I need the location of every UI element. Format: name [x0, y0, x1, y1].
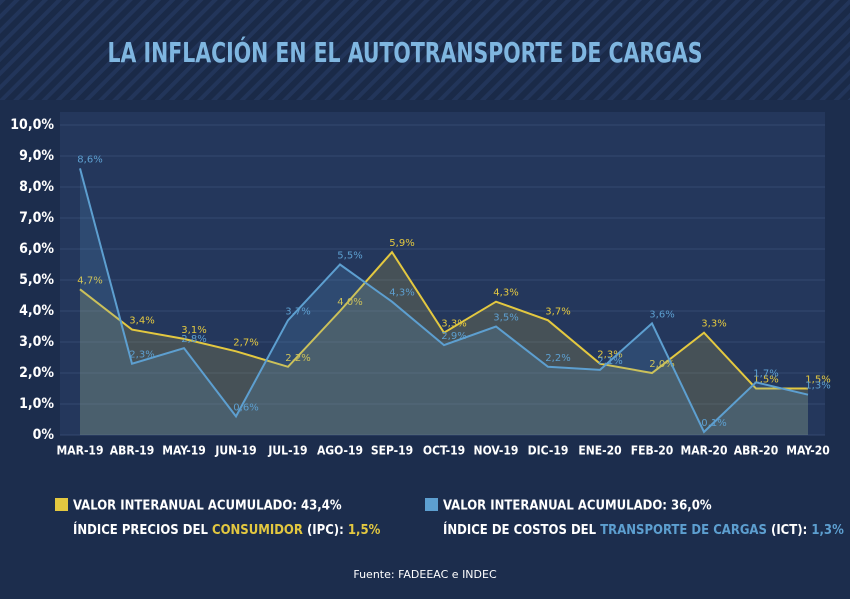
data-label: 1,5%	[753, 375, 778, 386]
y-tick-label: 2,0%	[19, 365, 54, 381]
data-label: 1,5%	[805, 375, 830, 386]
header-band	[0, 0, 850, 100]
data-label: 4,0%	[337, 297, 362, 308]
x-tick-label: ABR-20	[734, 444, 778, 458]
data-label: 2,2%	[285, 353, 310, 364]
data-label: 5,9%	[389, 238, 414, 249]
data-label: 8,6%	[77, 154, 102, 165]
data-label: 3,5%	[493, 313, 518, 324]
data-label: 3,1%	[181, 325, 206, 336]
y-tick-label: 0%	[33, 427, 55, 443]
legend-description: ÍNDICE DE COSTOS DEL TRANSPORTE DE CARGA…	[443, 522, 844, 538]
legend-description-part: 1,5%	[348, 523, 381, 538]
y-tick-label: 5,0%	[19, 272, 54, 288]
x-tick-label: AGO-19	[317, 444, 363, 458]
x-tick-label: FEB-20	[631, 444, 674, 458]
x-tick-label: MAR-20	[681, 444, 728, 458]
data-label: 3,7%	[285, 306, 310, 317]
x-tick-label: ENE-20	[578, 444, 621, 458]
data-label: 2,1%	[597, 356, 622, 367]
legend-description-part: (ICT):	[767, 523, 811, 538]
x-tick-label: MAY-20	[786, 444, 830, 458]
data-label: 4,3%	[493, 288, 518, 299]
source: Fuente: FADEEAC e INDEC	[353, 568, 497, 581]
data-label: 2,0%	[649, 359, 674, 370]
y-tick-label: 9,0%	[19, 148, 54, 164]
data-label: 1,3%	[805, 381, 830, 392]
line	[79, 168, 809, 434]
data-label: 0,1%	[701, 418, 726, 429]
data-label: 0,6%	[233, 402, 258, 413]
area	[80, 252, 808, 435]
y-tick-label: 3,0%	[19, 334, 54, 350]
legend-label: VALOR INTERANUAL ACUMULADO: 43,4%	[73, 499, 342, 514]
legend-swatch	[55, 498, 68, 511]
y-tick-label: 7,0%	[19, 210, 54, 226]
y-tick-label: 10,0%	[10, 117, 54, 133]
data-label: 3,7%	[545, 306, 570, 317]
data-label: 3,4%	[129, 316, 154, 327]
y-tick-label: 1,0%	[19, 396, 54, 412]
data-label: 3,3%	[441, 319, 466, 330]
legend-description-part: CONSUMIDOR	[212, 523, 303, 538]
x-tick-label: OCT-19	[423, 444, 465, 458]
y-tick-label: 6,0%	[19, 241, 54, 257]
plot-area	[60, 112, 825, 435]
y-tick-label: 4,0%	[19, 303, 54, 319]
legend-description: ÍNDICE PRECIOS DEL CONSUMIDOR (IPC): 1,5…	[73, 522, 381, 538]
legend-swatch	[425, 498, 438, 511]
x-tick-label: JUN-19	[214, 444, 256, 458]
data-label: 2,2%	[545, 353, 570, 364]
legend-description-part: ÍNDICE PRECIOS DEL	[73, 522, 212, 538]
data-label: 5,5%	[337, 251, 362, 262]
x-tick-label: DIC-19	[528, 444, 569, 458]
legend-label: VALOR INTERANUAL ACUMULADO: 36,0%	[443, 499, 712, 514]
legend-description-part: 1,3%	[811, 523, 844, 538]
data-label: 3,6%	[649, 309, 674, 320]
x-tick-label: MAR-19	[57, 444, 104, 458]
data-label: 2,3%	[129, 350, 154, 361]
x-tick-label: JUL-19	[267, 444, 307, 458]
line	[79, 250, 808, 390]
legend-description-part: TRANSPORTE DE CARGAS	[600, 523, 767, 538]
chart-title: LA INFLACIÓN EN EL AUTOTRANSPORTE DE CAR…	[108, 35, 703, 69]
data-label: 4,3%	[389, 288, 414, 299]
x-tick-label: ABR-19	[110, 444, 154, 458]
data-label: 3,3%	[701, 319, 726, 330]
x-tick-label: NOV-19	[474, 444, 519, 458]
legend-description-part: (IPC):	[303, 523, 348, 538]
x-tick-label: SEP-19	[371, 444, 413, 458]
data-label: 2,3%	[597, 350, 622, 361]
data-label: 2,9%	[441, 331, 466, 342]
data-label: 4,7%	[77, 275, 102, 286]
data-label: 2,7%	[233, 337, 258, 348]
data-label: 2,8%	[181, 334, 206, 345]
y-tick-label: 8,0%	[19, 179, 54, 195]
data-label: 1,7%	[753, 368, 778, 379]
x-tick-label: MAY-19	[162, 444, 206, 458]
legend-description-part: ÍNDICE DE COSTOS DEL	[443, 522, 600, 538]
